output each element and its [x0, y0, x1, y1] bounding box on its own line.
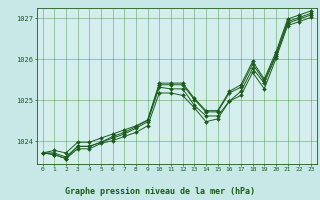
Text: Graphe pression niveau de la mer (hPa): Graphe pression niveau de la mer (hPa)	[65, 187, 255, 196]
